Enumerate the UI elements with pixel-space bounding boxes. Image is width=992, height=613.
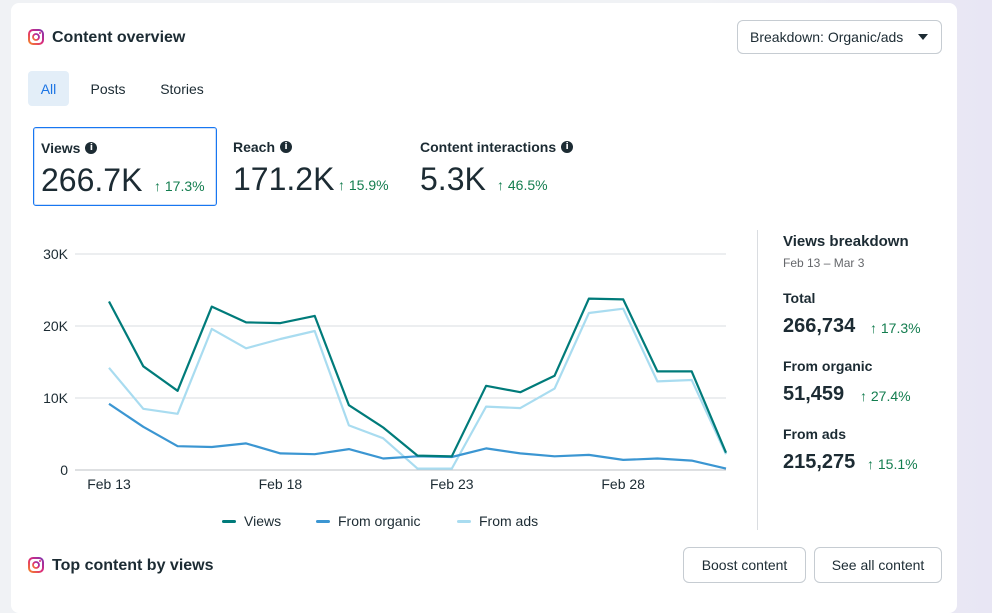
arrow-up-icon: ↑ [154, 178, 165, 194]
boost-content-button[interactable]: Boost content [683, 547, 806, 583]
metric-label: Views [41, 140, 81, 156]
organic-label: From organic [783, 358, 873, 374]
legend-views[interactable]: Views [222, 513, 281, 529]
breakdown-dropdown[interactable]: Breakdown: Organic/ads [737, 20, 942, 54]
metric-reach[interactable]: Reach i 171.2K ↑ 15.9% [226, 127, 406, 206]
metric-value: 5.3K [420, 161, 486, 197]
total-change: 17.3% [880, 320, 921, 336]
page-title: Content overview [52, 29, 186, 46]
tab-all[interactable]: All [28, 71, 69, 106]
metric-label: Content interactions [420, 139, 557, 155]
x-tick-label: Feb 23 [430, 476, 474, 492]
series-line-ads[interactable] [108, 307, 727, 470]
caret-down-icon [918, 34, 928, 40]
info-icon[interactable]: i [280, 141, 293, 153]
metric-change: 15.9% [348, 177, 389, 193]
metric-label: Reach [233, 139, 276, 155]
x-tick-label: Feb 28 [601, 476, 645, 492]
content-overview-card [11, 3, 957, 613]
views-line-chart[interactable]: 0 10K 20K 30K Feb 13 Feb 18 Feb 23 Feb 28 [0, 230, 740, 500]
ads-label: From ads [783, 426, 847, 442]
x-tick-label: Feb 13 [87, 476, 131, 492]
tab-posts[interactable]: Posts [90, 80, 126, 97]
info-icon[interactable]: i [561, 141, 574, 153]
total-value: 266,734 [783, 315, 856, 337]
breakdown-date-range: Feb 13 – Mar 3 [783, 256, 865, 270]
panel-divider [757, 230, 758, 530]
metric-value: 266.7K [41, 162, 143, 198]
y-tick-label: 0 [60, 462, 68, 478]
legend-label: Views [244, 513, 282, 529]
breakdown-label: Breakdown: Organic/ads [750, 29, 904, 45]
metric-content-interactions[interactable]: Content interactions i 5.3K ↑ 46.5% [413, 127, 613, 206]
breakdown-title: Views breakdown [783, 233, 909, 250]
organic-change: 27.4% [870, 388, 911, 404]
legend-swatch [457, 519, 471, 523]
legend-organic[interactable]: From organic [316, 513, 420, 529]
metric-change: 17.3% [164, 178, 205, 194]
info-icon[interactable]: i [85, 142, 98, 154]
arrow-up-icon: ↑ [497, 177, 508, 193]
metric-value: 171.2K [233, 161, 335, 197]
organic-value: 51,459 [783, 383, 845, 405]
metric-views[interactable]: Views i 266.7K ↑ 17.3% [33, 127, 217, 206]
arrow-up-icon: ↑ [338, 177, 349, 193]
tab-stories[interactable]: Stories [160, 80, 204, 97]
ads-change: 15.1% [877, 456, 918, 472]
legend-swatch [316, 519, 330, 523]
total-label: Total [783, 290, 816, 306]
instagram-icon [28, 557, 44, 573]
instagram-icon [28, 29, 44, 45]
see-all-content-button[interactable]: See all content [814, 547, 942, 583]
y-tick-label: 10K [43, 390, 69, 406]
series-line-views[interactable] [108, 297, 728, 458]
y-tick-label: 30K [43, 246, 69, 262]
legend-ads[interactable]: From ads [457, 513, 538, 529]
metric-change: 46.5% [507, 177, 548, 193]
legend-swatch [222, 519, 236, 523]
series-line-organic[interactable] [108, 402, 727, 470]
legend-label: From organic [338, 513, 421, 529]
arrow-up-icon: ↑ [860, 388, 871, 404]
legend-label: From ads [479, 513, 539, 529]
y-tick-label: 20K [43, 318, 69, 334]
x-tick-label: Feb 18 [259, 476, 303, 492]
top-content-title: Top content by views [52, 557, 214, 574]
arrow-up-icon: ↑ [870, 320, 881, 336]
arrow-up-icon: ↑ [867, 456, 878, 472]
ads-value: 215,275 [783, 451, 856, 473]
